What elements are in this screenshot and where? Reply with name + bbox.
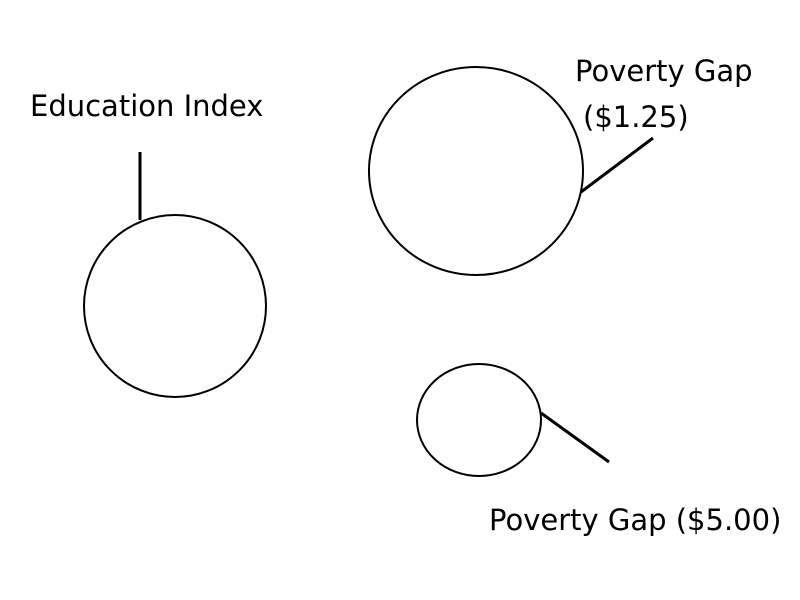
poverty-gap-125-circle [368,66,584,276]
education-index-circle [83,214,267,398]
poverty-gap-500-circle [416,363,542,477]
poverty-gap-500-label: Poverty Gap ($5.00) [489,503,782,537]
poverty-gap-125-label-line1: Poverty Gap [575,54,753,88]
poverty-gap-500-leader-line [540,411,610,464]
education-index-label: Education Index [30,89,264,123]
poverty-gap-125-leader-line [580,136,654,194]
poverty-gap-125-label-line2: ($1.25) [583,100,689,134]
